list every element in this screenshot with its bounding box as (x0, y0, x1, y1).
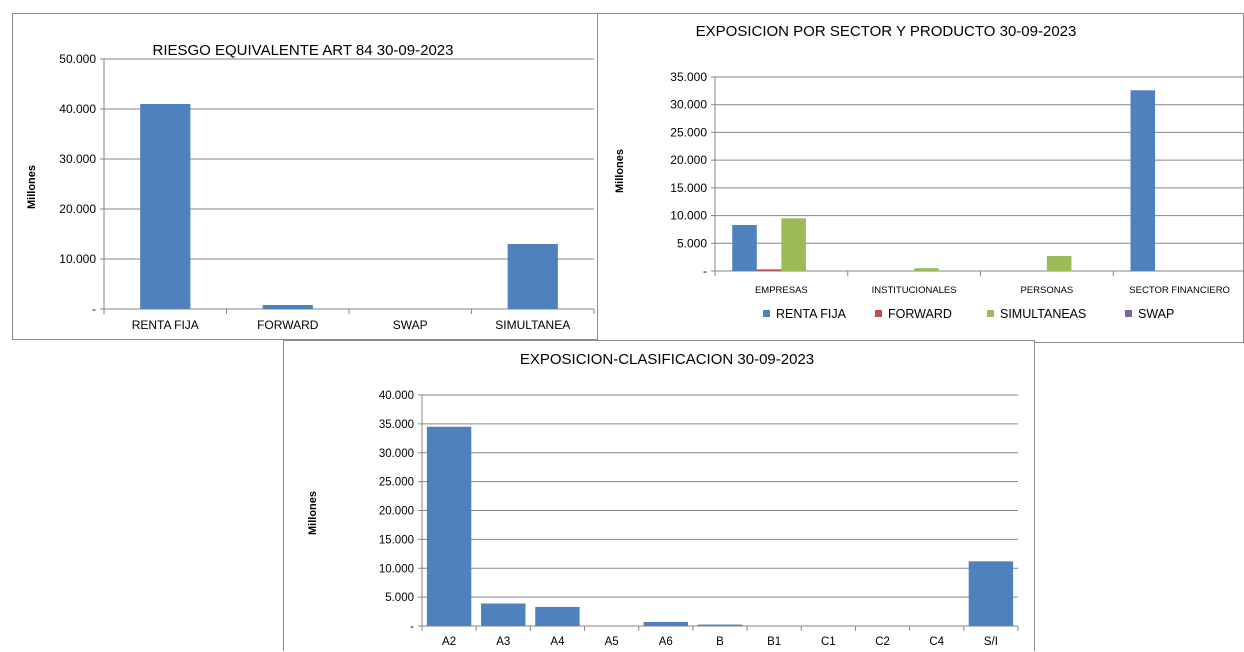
x-tick-label: A6 (659, 636, 673, 648)
chart-panel-exposicion-sector: EXPOSICION POR SECTOR Y PRODUCTO 30-09-2… (597, 13, 1244, 343)
bar (968, 561, 1014, 626)
bar (914, 268, 939, 271)
y-tick-label: 50.000 (59, 52, 96, 66)
x-tick-label: FORWARD (257, 318, 319, 332)
y-tick-label: 15.000 (379, 534, 414, 546)
bar (643, 621, 689, 626)
x-tick-label: A2 (442, 636, 456, 648)
x-tick-label: B1 (767, 636, 781, 648)
x-tick-label: S/I (984, 636, 998, 648)
chart-riesgo-equivalente-svg: RIESGO EQUIVALENTE ART 84 30-09-2023 Mil… (26, 42, 595, 332)
bar (140, 104, 191, 309)
y-tick-label: 35.000 (670, 70, 707, 84)
x-tick-label: PERSONAS (1020, 285, 1073, 296)
y-tick-label: - (92, 302, 96, 316)
y-tick-label: 25.000 (670, 125, 707, 139)
plot-area: - 10.000 20.000 30.000 40.000 50.000 RENTA FIJ… (59, 52, 595, 332)
y-tick-label: 10.000 (670, 209, 707, 223)
chart-exposicion-sector-svg: EXPOSICION POR SECTOR Y PRODUCTO 30-09-2… (614, 23, 1244, 321)
chart-title: EXPOSICION POR SECTOR Y PRODUCTO 30-09-2… (696, 23, 1077, 40)
x-tick-label: C1 (821, 636, 836, 648)
x-tick-label: B (716, 636, 724, 648)
bar (1130, 90, 1156, 271)
bar (756, 269, 782, 271)
x-tick-label: SIMULTANEA (495, 318, 570, 332)
y-tick-label: - (410, 621, 414, 633)
plot-area: - 5.000 10.000 15.000 20.000 25.000 30.000 35.0… (379, 390, 1019, 648)
chart-title: EXPOSICION-CLASIFICACION 30-09-2023 (520, 351, 814, 368)
y-tick-label: 30.000 (670, 98, 707, 112)
bar (732, 224, 757, 271)
y-tick-label: 30.000 (59, 152, 96, 166)
y-axis-label: Millones (614, 149, 626, 193)
legend-swatch (763, 310, 770, 317)
bar (426, 426, 472, 626)
x-tick-label: SWAP (393, 318, 428, 332)
x-tick-label: RENTA FIJA (132, 318, 199, 332)
y-tick-label: 5.000 (385, 592, 414, 604)
x-tick-label: A4 (550, 636, 565, 648)
legend: RENTA FIJA FORWARD SIMULTANEAS SWAP (763, 307, 1174, 321)
y-axis-label: Millones (26, 165, 38, 209)
y-tick-label: - (703, 264, 707, 278)
x-tick-label: C2 (875, 636, 890, 648)
y-tick-label: 35.000 (379, 419, 414, 431)
plot-area: - 5.000 10.000 15.000 20.000 25.000 30.000 35.0… (670, 70, 1244, 296)
x-tick-label: A5 (605, 636, 619, 648)
y-tick-label: 5.000 (677, 236, 707, 250)
x-tick-label: EMPRESAS (755, 285, 808, 296)
legend-swatch (875, 310, 882, 317)
bar (262, 305, 313, 309)
y-tick-label: 25.000 (379, 477, 414, 489)
x-tick-label: INSTITUCIONALES (872, 285, 957, 296)
legend-label: SWAP (1138, 307, 1174, 321)
chart-panel-exposicion-clasificacion: EXPOSICION-CLASIFICACION 30-09-2023 Mill… (283, 340, 1035, 651)
legend-swatch (1125, 310, 1132, 317)
chart-title: RIESGO EQUIVALENTE ART 84 30-09-2023 (153, 42, 454, 59)
y-tick-label: 30.000 (379, 448, 414, 460)
legend-label: FORWARD (888, 307, 952, 321)
x-tick-label: C4 (929, 636, 944, 648)
legend-label: SIMULTANEAS (1000, 307, 1086, 321)
y-tick-label: 15.000 (670, 181, 707, 195)
bar (1046, 256, 1072, 271)
x-tick-label: A3 (496, 636, 510, 648)
chart-panel-riesgo-equivalente: RIESGO EQUIVALENTE ART 84 30-09-2023 Mil… (12, 13, 603, 340)
y-tick-label: 40.000 (379, 390, 414, 402)
bar (535, 606, 580, 626)
legend-label: RENTA FIJA (776, 307, 847, 321)
bar (481, 603, 526, 626)
bar (697, 624, 743, 626)
y-tick-label: 40.000 (59, 102, 96, 116)
chart-exposicion-clasificacion-svg: EXPOSICION-CLASIFICACION 30-09-2023 Mill… (307, 351, 1019, 648)
legend-swatch (987, 310, 994, 317)
y-tick-label: 20.000 (59, 202, 96, 216)
bar (781, 218, 806, 271)
y-tick-label: 20.000 (670, 153, 707, 167)
bar (507, 244, 558, 309)
x-tick-label: SECTOR FINANCIERO (1129, 285, 1230, 296)
y-tick-label: 20.000 (379, 506, 414, 518)
y-tick-label: 10.000 (59, 252, 96, 266)
y-tick-label: 10.000 (379, 563, 414, 575)
y-axis-label: Millones (307, 491, 319, 535)
